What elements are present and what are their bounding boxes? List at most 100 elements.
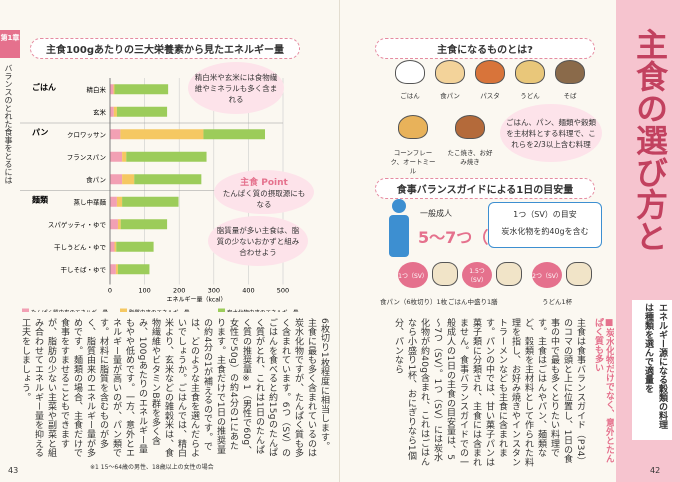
point-text: たんぱく質の摂取源にもなる [222, 188, 306, 209]
example-icon [566, 262, 592, 286]
bar-segment [113, 106, 117, 117]
bar-segment [114, 84, 169, 95]
footnote: ※1 15～64歳の男性、18歳以上の女性の場合 [90, 464, 214, 471]
food-label: そば [563, 92, 577, 100]
group-label: 麺類 [31, 195, 49, 205]
sv-box: 1つ（SV）の目安炭水化物を約40gを含む [488, 202, 602, 248]
legend-label: たんぱく質由来のエネルギー量 [31, 309, 109, 313]
page-number: 42 [650, 466, 661, 475]
food-label: パスタ [480, 92, 500, 100]
food-label: ごはん [400, 92, 420, 100]
category-label: 食パン [86, 175, 106, 184]
point-label: 主食 Point [240, 177, 288, 188]
sv-badge: 2つ（SV） [532, 262, 562, 288]
note: ごはん、パン、麺類や穀類を主材料とする料理で、これらを2/3以上含む料理 [500, 104, 602, 162]
person-label: 一般成人 [420, 209, 452, 218]
food-icon [475, 60, 505, 84]
body-text: 6枚切り1枚程度に相当します。主食に最も多く含まれているのは炭水化物ですが、たん… [20, 318, 329, 458]
group-label: パン [32, 127, 48, 137]
food-label: たこ焼き、お好み焼き [447, 149, 493, 166]
x-tick-label: 300 [208, 287, 220, 295]
bar-segment [122, 174, 135, 185]
bar-segment [110, 196, 117, 207]
example-label: うどん1杯 [542, 298, 573, 306]
bar-segment [110, 219, 118, 230]
category-label: 干しそば・ゆで [61, 265, 107, 274]
food-icon [435, 60, 465, 84]
legend-swatch [22, 308, 29, 312]
bar-segment [122, 196, 179, 207]
example-icon [496, 262, 522, 286]
x-axis-label: エネルギー量（kcal） [166, 297, 226, 304]
chapter-number: 第1章 [0, 30, 20, 58]
x-tick-label: 400 [242, 287, 254, 295]
bar-segment [113, 84, 115, 95]
example-icon [432, 262, 458, 286]
bar-segment [117, 219, 121, 230]
bar-segment [110, 174, 123, 185]
bar-segment [110, 84, 114, 95]
x-tick-label: 100 [138, 287, 150, 295]
food-label: 食パン [440, 92, 460, 100]
bar-segment [110, 151, 123, 162]
sv-box-text: 炭水化物を約40gを含む [501, 227, 589, 236]
category-label: フランスパン [67, 153, 106, 161]
category-label: 蒸し中華麺 [74, 197, 107, 206]
group-label: ごはん [32, 82, 56, 92]
legend-swatch [120, 308, 127, 312]
x-tick-label: 500 [277, 287, 289, 295]
bar-segment [116, 241, 154, 252]
legend-label: 脂質由来のエネルギー量 [129, 309, 190, 313]
bar-segment [134, 174, 202, 185]
callout: 精白米や玄米には食物繊維やミネラルも多く含まれる [188, 62, 284, 114]
callout: 脂質量が多い主食は、脂質の少ないおかずと組み合わせよう [208, 216, 308, 266]
section-heading: 主食になるものとは? [375, 38, 595, 59]
sv-badge: 1つ（SV） [398, 262, 428, 288]
body-text: 主食は食事バランスガイド（P34）のコマの頭と上に位置し、1日の食事の中で最も多… [393, 318, 585, 467]
legend-swatch [218, 308, 225, 312]
bar-segment [116, 106, 168, 117]
bar-segment [122, 151, 127, 162]
example-label: 食パン（6枚切り）1枚 [380, 298, 448, 306]
category-label: 玄米 [93, 107, 107, 116]
page-number: 43 [8, 466, 19, 475]
page-title: 主食の選び方とり方 [631, 28, 669, 252]
bar-segment [126, 151, 207, 162]
bar-segment [110, 106, 114, 117]
category-label: クロワッサン [67, 131, 106, 139]
x-tick-label: 200 [173, 287, 185, 295]
chart-title: 主食100gあたりの三大栄養素から見たエネルギー量 [30, 38, 300, 59]
person-icon [389, 199, 409, 257]
legend-label: 炭水化物由来のエネルギー量 [227, 309, 299, 313]
bar-segment [110, 241, 115, 252]
food-icon [515, 60, 545, 84]
example-label: ごはん中盛り1膳 [448, 298, 498, 306]
food-icon [555, 60, 585, 84]
bar-segment [116, 196, 123, 207]
food-label: うどん [520, 92, 540, 100]
lead: エネルギー源になる穀類の料理は種類を選んで適量を [632, 300, 672, 440]
bar-segment [110, 129, 121, 140]
sv-box-title: 1つ（SV）の目安 [513, 210, 577, 219]
bar-segment [120, 129, 204, 140]
food-icon [395, 60, 425, 84]
bar-segment [110, 264, 116, 275]
bar-segment [120, 219, 168, 230]
category-label: スパゲッティ・ゆで [48, 220, 107, 229]
category-label: 干しうどん・ゆで [54, 243, 107, 251]
bar-segment [117, 264, 150, 275]
food-icon [455, 115, 485, 139]
x-tick-label: 0 [108, 287, 112, 295]
bar-segment [114, 241, 117, 252]
chapter-title: バランスのとれた食事をとるには [4, 64, 13, 184]
food-label: コーンフレーク、オートミール [390, 149, 436, 175]
sv-badge: 1.5つ（SV） [462, 262, 492, 288]
bar-segment [203, 129, 266, 140]
point-callout: 主食 Point たんぱく質の摂取源にもなる [214, 170, 314, 214]
food-icon [398, 115, 428, 139]
body-heading: ■炭水化物だけでなく、意外とたんぱく質も多い [593, 318, 614, 463]
gutter [339, 0, 340, 482]
bar-segment [115, 264, 118, 275]
